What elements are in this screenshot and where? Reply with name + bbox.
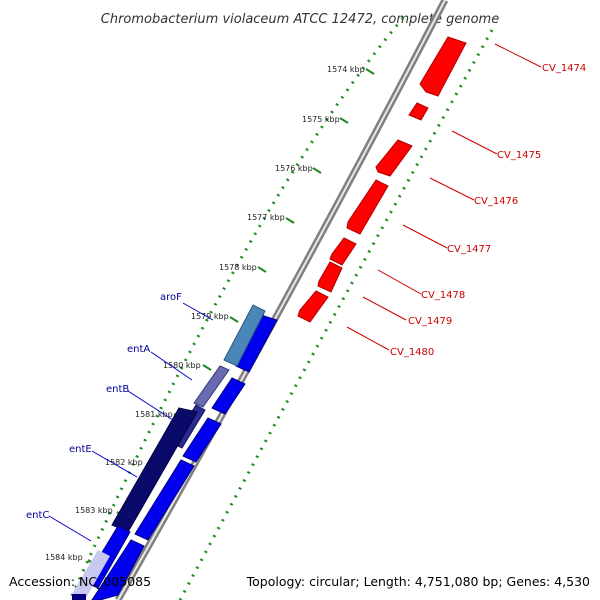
reverse-strand-genes xyxy=(297,36,467,323)
label-CV_1475[interactable]: CV_1475 xyxy=(497,150,541,161)
leader-line xyxy=(150,351,193,381)
forward-gene-labels: aroF entA entB entE entC xyxy=(26,292,214,542)
kbp-tick-mark xyxy=(257,266,267,273)
leader-line xyxy=(451,130,498,155)
leader-line xyxy=(429,177,475,201)
gene-entC-highlight xyxy=(72,550,110,598)
cds-5[interactable] xyxy=(91,539,145,600)
genome-backbone-highlight xyxy=(117,0,446,600)
leader-line xyxy=(91,450,138,478)
map-title: Chromobacterium violaceum ATCC 12472, co… xyxy=(101,12,499,27)
cds-4[interactable] xyxy=(134,459,195,541)
reverse-gene-labels: CV_1474 CV_1475 CV_1476 CV_1477 CV_1478 … xyxy=(346,43,586,358)
gene-entA[interactable] xyxy=(193,365,230,408)
gene-CV_1477[interactable] xyxy=(346,179,389,235)
gene-CV_1478[interactable] xyxy=(329,237,357,266)
label-entB[interactable]: entB xyxy=(106,384,129,395)
gene-CV_1475[interactable] xyxy=(408,102,429,121)
gene-CV_1479[interactable] xyxy=(317,261,343,293)
label-aroF[interactable]: aroF xyxy=(160,292,182,303)
leader-line xyxy=(127,390,174,421)
tick-label: 1583 kbp xyxy=(75,506,113,515)
leader-line xyxy=(494,43,542,68)
leader-line xyxy=(377,269,422,295)
leader-line xyxy=(362,296,407,321)
leader-line xyxy=(402,224,448,249)
tick-label: 1575 kbp xyxy=(302,115,340,124)
accession-text: Accession: NC_005085 xyxy=(9,574,152,589)
label-CV_1479[interactable]: CV_1479 xyxy=(408,316,452,327)
label-entC[interactable]: entC xyxy=(26,510,49,521)
label-CV_1480[interactable]: CV_1480 xyxy=(390,347,434,358)
kbp-tick-mark xyxy=(339,117,349,124)
kbp-tick-mark xyxy=(312,167,322,174)
tick-label: 1581 kbp xyxy=(135,410,173,419)
leader-line xyxy=(182,302,214,321)
next-gene-stub xyxy=(72,594,86,600)
kbp-tick-mark xyxy=(365,68,375,75)
kbp-tick-labels: 1574 kbp 1575 kbp 1576 kbp 1577 kbp 1578… xyxy=(45,65,365,562)
tick-label: 1578 kbp xyxy=(219,263,257,272)
tick-label: 1576 kbp xyxy=(275,164,313,173)
inner-tick-ring xyxy=(178,29,494,600)
kbp-tick-marks xyxy=(87,68,375,566)
cds-3[interactable] xyxy=(182,417,222,463)
tick-label: 1584 kbp xyxy=(45,553,83,562)
named-genes-track xyxy=(72,304,266,600)
tick-label: 1582 kbp xyxy=(105,458,143,467)
tick-label: 1577 kbp xyxy=(247,213,285,222)
label-CV_1478[interactable]: CV_1478 xyxy=(421,290,465,301)
label-CV_1474[interactable]: CV_1474 xyxy=(542,63,586,74)
gene-CV_1476[interactable] xyxy=(375,139,413,177)
topology-text: Topology: circular; Length: 4,751,080 bp… xyxy=(246,574,590,589)
leader-line xyxy=(346,326,390,351)
cds-2[interactable] xyxy=(211,377,246,415)
tick-label: 1574 kbp xyxy=(327,65,365,74)
tick-label: 1579 kbp xyxy=(191,312,229,321)
gene-aroF[interactable] xyxy=(223,304,266,367)
forward-strand-cds xyxy=(91,311,278,600)
leader-line xyxy=(48,515,92,542)
kbp-tick-mark xyxy=(229,316,239,323)
gene-CV_1480[interactable] xyxy=(297,290,329,323)
gene-CV_1474[interactable] xyxy=(419,36,467,97)
label-CV_1477[interactable]: CV_1477 xyxy=(447,244,491,255)
label-CV_1476[interactable]: CV_1476 xyxy=(474,196,518,207)
kbp-tick-mark xyxy=(285,217,295,224)
label-entE[interactable]: entE xyxy=(69,444,92,455)
label-entA[interactable]: entA xyxy=(127,344,150,355)
tick-label: 1580 kbp xyxy=(163,361,201,370)
kbp-tick-mark xyxy=(202,364,212,371)
